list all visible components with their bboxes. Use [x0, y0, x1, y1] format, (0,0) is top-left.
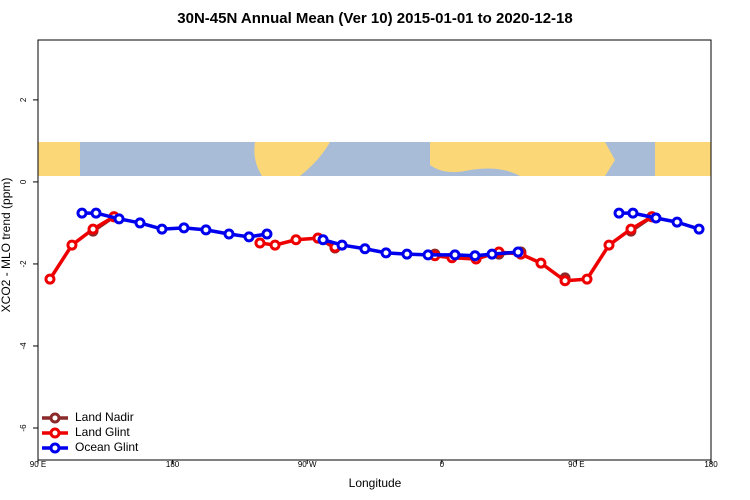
legend-marker	[49, 427, 61, 439]
point	[261, 228, 273, 240]
legend-label: Land Glint	[75, 425, 130, 439]
x-tick-label: 180	[166, 460, 180, 469]
point	[380, 247, 392, 259]
legend-label: Land Nadir	[75, 410, 134, 424]
point	[243, 231, 255, 243]
map-band	[38, 142, 711, 176]
point	[223, 228, 235, 240]
point	[422, 249, 434, 261]
point	[581, 273, 593, 285]
point	[535, 257, 547, 269]
x-tick-label: 90 E	[568, 460, 584, 469]
point	[693, 223, 705, 235]
y-axis-label: XCO2 - MLO trend (ppm)	[0, 178, 13, 313]
point	[449, 249, 461, 261]
x-axis-label: Longitude	[349, 476, 402, 490]
point	[269, 239, 281, 251]
point	[44, 273, 56, 285]
point	[650, 212, 662, 224]
point	[200, 224, 212, 236]
point	[359, 243, 371, 255]
x-tick-label: 0	[440, 460, 445, 469]
point	[603, 239, 615, 251]
point	[90, 207, 102, 219]
point	[613, 207, 625, 219]
point	[66, 239, 78, 251]
y-tick-label: -2	[19, 260, 28, 268]
point	[156, 223, 168, 235]
point	[290, 234, 302, 246]
map-land	[38, 142, 80, 176]
chart-title: 30N-45N Annual Mean (Ver 10) 2015-01-01 …	[177, 10, 572, 27]
point	[178, 222, 190, 234]
point	[317, 234, 329, 246]
point	[625, 223, 637, 235]
plot-frame	[37, 39, 712, 461]
series	[76, 207, 705, 262]
x-tick-label: 180	[704, 460, 718, 469]
map-land	[430, 142, 615, 176]
legend-marker	[49, 412, 61, 424]
point	[254, 237, 266, 249]
point	[486, 248, 498, 260]
point	[559, 275, 571, 287]
x-tick-label: 90 E	[30, 460, 46, 469]
y-tick-label: -4	[19, 342, 28, 350]
map-land	[254, 142, 330, 176]
point	[87, 223, 99, 235]
y-tick-label: -6	[19, 424, 28, 432]
map-land	[655, 142, 711, 176]
legend-marker	[49, 442, 61, 454]
point	[76, 207, 88, 219]
point	[134, 217, 146, 229]
point	[671, 216, 683, 228]
point	[512, 246, 524, 258]
series	[87, 211, 658, 284]
legend-label: Ocean Glint	[75, 440, 139, 454]
point	[627, 207, 639, 219]
y-tick-label: 2	[19, 97, 28, 102]
point	[469, 250, 481, 262]
y-tick-label: 0	[19, 179, 28, 184]
point	[113, 213, 125, 225]
point	[401, 248, 413, 260]
x-tick-label: 90 W	[298, 460, 317, 469]
point	[336, 239, 348, 251]
